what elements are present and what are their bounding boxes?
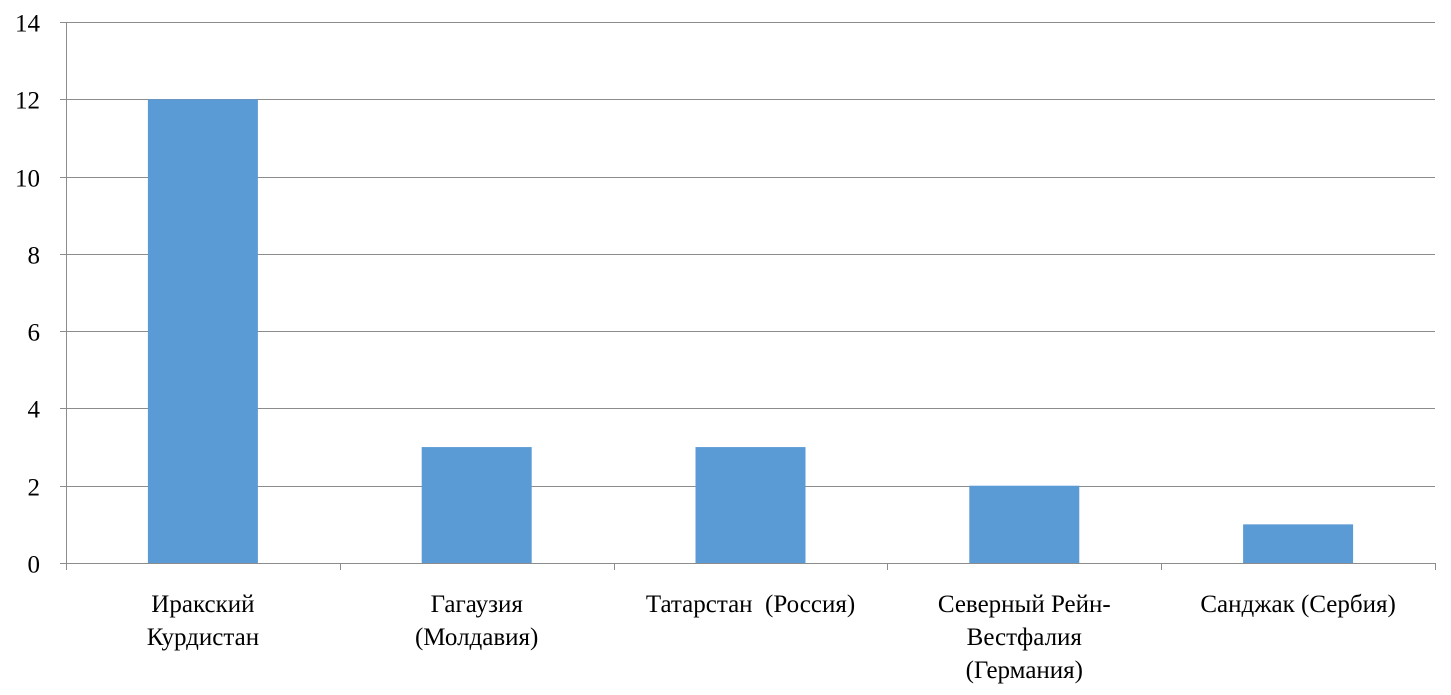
x-category-label-line: Иракский [151, 591, 254, 618]
x-category-labels: Иракский Курдистан Гагаузия (Молдавия) Татар… [147, 591, 1396, 684]
bar [1243, 524, 1354, 563]
y-tick-label: 4 [28, 397, 41, 424]
y-tick-label: 6 [28, 320, 41, 347]
x-category-label: Иракский Курдистан [147, 591, 259, 651]
x-category-label-line: (Германия) [966, 657, 1083, 684]
y-tick-label: 2 [28, 475, 41, 502]
bar [147, 99, 258, 564]
x-category-label-line: Татарстан (Россия) [646, 591, 855, 618]
bar [695, 447, 806, 563]
x-category-label-line: Вестфалия [967, 624, 1083, 651]
x-category-label: Татарстан (Россия) [646, 591, 855, 618]
y-tick-label: 14 [15, 11, 41, 38]
x-category-label: Санджак (Сербия) [1200, 591, 1395, 618]
y-tick-label: 0 [28, 552, 41, 579]
bar [969, 485, 1080, 563]
bars [147, 99, 1354, 564]
y-tick-labels: 0 2 4 6 8 10 12 14 [15, 11, 41, 579]
x-category-label: Северный Рейн- Вестфалия (Германия) [938, 591, 1111, 684]
x-category-label-line: (Молдавия) [415, 624, 538, 651]
x-category-label-line: Санджак (Сербия) [1200, 591, 1395, 618]
x-category-label-line: Курдистан [147, 624, 259, 651]
gridlines [66, 22, 1435, 487]
axes [60, 22, 1436, 570]
y-tick-label: 12 [15, 88, 40, 115]
x-category-label-line: Северный Рейн- [938, 591, 1111, 618]
x-category-label: Гагаузия (Молдавия) [415, 591, 538, 651]
y-tick-label: 10 [15, 166, 40, 193]
y-tick-label: 8 [28, 243, 41, 270]
bar [421, 447, 532, 563]
x-category-label-line: Гагаузия [431, 591, 524, 618]
